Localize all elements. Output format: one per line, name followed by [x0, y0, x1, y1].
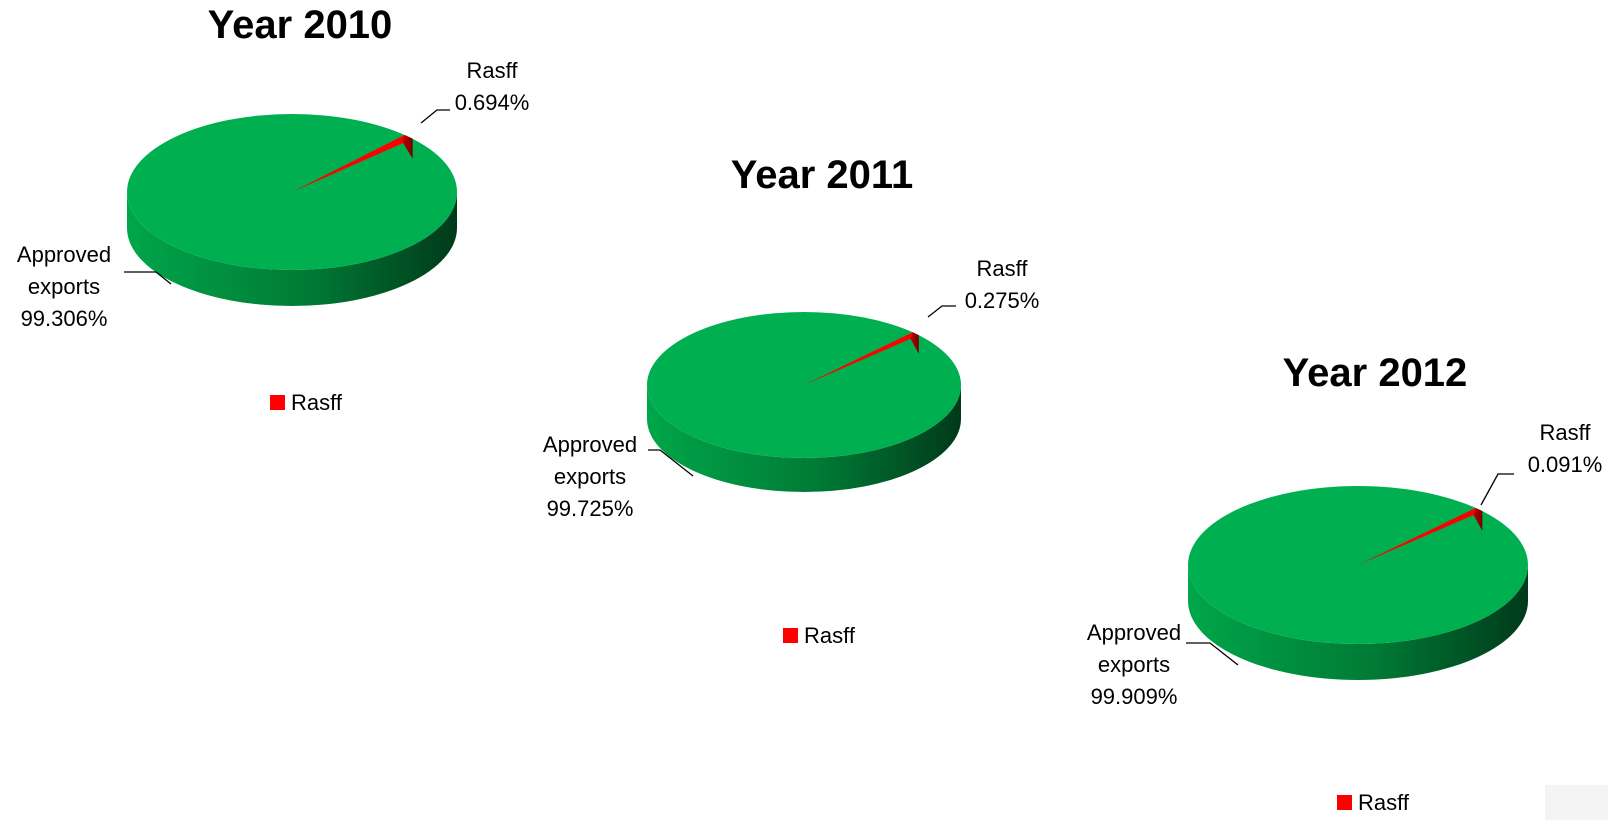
approved-side — [127, 192, 457, 306]
approved-data-label: Approved exports 99.306% — [17, 242, 111, 331]
approved-leader-line — [1186, 642, 1239, 666]
legend-item: Rasff — [783, 623, 856, 648]
rasff-data-label: Rasff 0.694% — [455, 58, 530, 115]
rasff-leader-line — [1480, 473, 1514, 506]
pie-chart-2: Year 2011 Rasff 0.275% Approved exports 99.72… — [543, 153, 1039, 648]
rasff-leader-line — [927, 305, 956, 318]
approved-leader-line — [124, 271, 172, 285]
rasff-leader-line — [420, 109, 450, 124]
legend-label: Rasff — [804, 623, 856, 648]
chart-title: Year 2011 — [731, 153, 913, 197]
approved-leader-line — [648, 449, 694, 477]
chart-title: Year 2010 — [208, 3, 393, 47]
rasff-data-label: Rasff 0.275% — [965, 256, 1040, 313]
legend-swatch — [783, 628, 798, 643]
rasff-side — [1473, 507, 1483, 531]
pie-chart-3: Year 2012 Rasff 0.091% Approved exports 99.90… — [1087, 351, 1602, 815]
slice-rasff — [804, 332, 919, 385]
chart-title: Year 2012 — [1283, 351, 1468, 395]
legend-label: Rasff — [291, 390, 343, 415]
rasff-side — [910, 332, 919, 354]
corner-artifact — [1545, 785, 1608, 820]
approved-data-label: Approved exports 99.909% — [1087, 620, 1181, 709]
approved-side — [1188, 565, 1528, 680]
legend-item: Rasff — [270, 390, 343, 415]
slice-rasff — [292, 134, 413, 192]
legend-item: Rasff — [1337, 790, 1410, 815]
legend-swatch — [270, 395, 285, 410]
approved-side — [647, 385, 961, 492]
legend-swatch — [1337, 795, 1352, 810]
pie-chart-1: Year 2010 Rasff 0.694% Approved exports 99.30… — [17, 3, 529, 415]
rasff-data-label: Rasff 0.091% — [1528, 420, 1603, 477]
slice-rasff — [1358, 507, 1483, 565]
rasff-side — [402, 134, 413, 159]
approved-data-label: Approved exports 99.725% — [543, 432, 637, 521]
legend-label: Rasff — [1358, 790, 1410, 815]
